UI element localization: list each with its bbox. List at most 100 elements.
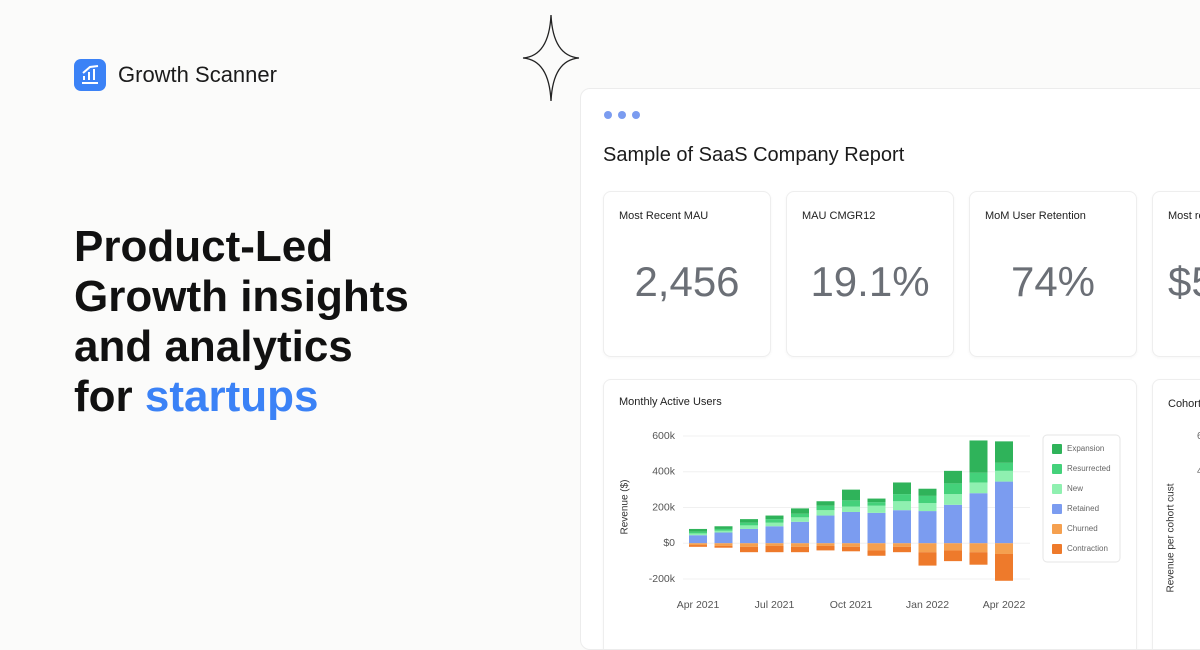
dot [632, 111, 640, 119]
bar-segment [842, 543, 860, 547]
legend-label: New [1067, 484, 1083, 493]
bar-segment [995, 470, 1013, 482]
bar-segment [765, 543, 784, 546]
headline-line: for startups [74, 372, 409, 422]
bar-segment [893, 510, 911, 544]
bar-segment [765, 522, 784, 527]
bar-segment [944, 470, 962, 484]
cohort-tick: 6 [1197, 431, 1200, 442]
legend-swatch [1052, 484, 1062, 494]
bar-segment [842, 489, 860, 501]
bar-segment [816, 505, 835, 511]
bar-segment [689, 531, 707, 534]
y-tick-label: -200k [649, 573, 676, 585]
x-tick-label: Jan 2022 [906, 599, 949, 611]
bar-segment [867, 498, 886, 503]
bar-segment [969, 493, 988, 544]
bar-segment [816, 543, 835, 546]
kpi-value: 19.1% [810, 258, 930, 305]
bar-segment [969, 440, 988, 473]
kpi-value: $5 [1168, 258, 1200, 305]
bar-segment [893, 482, 911, 495]
bar-segment [893, 494, 911, 502]
kpi-card: MAU CMGR12 19.1% [786, 191, 954, 357]
bar-segment [918, 552, 937, 566]
bar-segment [740, 528, 758, 544]
bar-segment [995, 543, 1013, 554]
legend-swatch [1052, 544, 1062, 554]
bar-segment [689, 535, 707, 544]
bar-segment [791, 513, 809, 518]
bar-segment [714, 528, 733, 531]
bar-segment [969, 552, 988, 565]
headline-text: for [74, 372, 133, 421]
bar-segment [842, 546, 860, 552]
headline-line: Product-Led [74, 222, 334, 271]
y-tick-label: 200k [652, 501, 676, 513]
bar-segment [995, 553, 1013, 581]
kpi-card: Most re $5 [1152, 191, 1200, 357]
bar-segment [689, 533, 707, 536]
window-dots [604, 111, 640, 119]
kpi-label: Most Recent MAU [619, 210, 709, 222]
bar-segment [842, 511, 860, 544]
kpi-value: 74% [1010, 258, 1096, 305]
bar-segment [969, 543, 988, 553]
bar-segment [867, 512, 886, 544]
bar-segment [765, 519, 784, 523]
bar-segment [791, 543, 809, 547]
logo-glyph [82, 65, 99, 84]
bar-segment [944, 504, 962, 544]
bar-segment [918, 503, 937, 512]
x-tick-label: Apr 2021 [677, 599, 720, 611]
headline-line: and analytics [74, 322, 353, 371]
y-tick-label: 600k [652, 430, 676, 442]
bar-segment [791, 521, 809, 544]
chart: Monthly Active Users Revenue ($) -200k $0 20… [619, 396, 1121, 611]
bar-segment [842, 506, 860, 512]
bar-segment [867, 543, 886, 551]
bar-segment [816, 501, 835, 506]
kpi-value: 2,456 [634, 258, 740, 305]
bar-segment [740, 525, 758, 529]
bar-segment [740, 546, 758, 553]
bar-segment [765, 545, 784, 553]
cohort-tick: 4 [1197, 466, 1200, 477]
legend-box [1042, 434, 1121, 563]
kpi-label: MoM User Retention [985, 210, 1086, 222]
x-tick-label: Jul 2021 [755, 599, 795, 611]
bar-segment [689, 543, 707, 546]
legend-label: Contraction [1067, 544, 1108, 553]
kpi-card: MoM User Retention 74% [969, 191, 1137, 357]
bar-segment [944, 483, 962, 495]
bar-segment [791, 546, 809, 553]
bar-segment [944, 494, 962, 505]
legend-label: Expansion [1067, 444, 1104, 453]
bar-segment [893, 501, 911, 511]
x-tick-label: Apr 2022 [983, 599, 1026, 611]
bar-segment [995, 481, 1013, 544]
bar-segment [867, 502, 886, 506]
bar-segment [944, 550, 962, 562]
bar-segment [791, 508, 809, 514]
bar-segment [816, 545, 835, 551]
kpi-label: MAU CMGR12 [802, 210, 876, 222]
legend-label: Retained [1067, 504, 1099, 513]
dot [604, 111, 612, 119]
bar-segment [714, 526, 733, 529]
headline-line: Growth insights [74, 272, 409, 321]
bar-segment [842, 500, 860, 507]
legend-swatch [1052, 504, 1062, 514]
headline-highlight: startups [144, 372, 319, 421]
bar-segment [765, 515, 784, 520]
brand-name: Growth Scanner [118, 62, 277, 87]
kpi-label: Most re [1168, 210, 1200, 222]
bar-segment [765, 526, 784, 544]
legend-swatch [1052, 464, 1062, 474]
bar-segment [816, 515, 835, 544]
chart-title: Monthly Active Users [619, 396, 722, 408]
bar-segment [714, 545, 733, 548]
bar-segment [791, 517, 809, 522]
y-axis-label: Revenue ($) [620, 479, 631, 534]
bar-segment [969, 482, 988, 494]
